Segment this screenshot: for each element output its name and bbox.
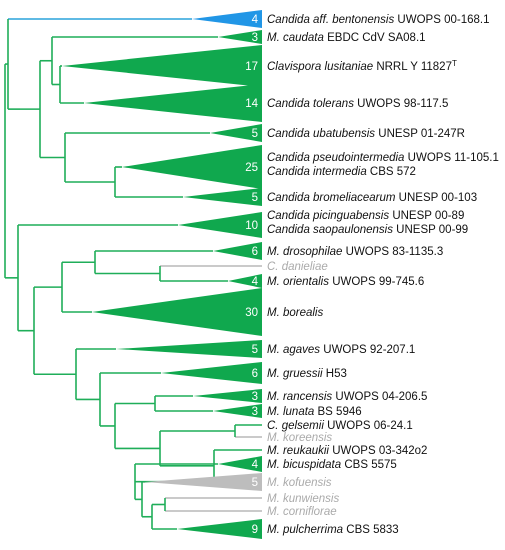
clade-count-t13: 5 bbox=[252, 344, 258, 356]
tip-label-t3: Clavispora lusitaniae NRRL Y 11827T bbox=[267, 59, 457, 74]
tip-label-t21: M. kofuensis bbox=[267, 477, 332, 489]
tip-labels: Candida aff. bentonensis UWOPS 00-168.1 M… bbox=[267, 14, 499, 536]
clade-t5 bbox=[210, 124, 262, 142]
tip-label-t8-b: Candida saopaulonensis UNESP 00-99 bbox=[267, 224, 468, 236]
tip-label-t9: M. drosophilae UWOPS 83-1135.3 bbox=[267, 246, 443, 258]
clade-t7 bbox=[183, 188, 262, 206]
clade-count-t16: 3 bbox=[252, 406, 258, 418]
clade-count-t21: 5 bbox=[252, 477, 258, 489]
clade-t8 bbox=[178, 212, 262, 238]
tip-label-t10: C. danieliae bbox=[267, 261, 328, 273]
tip-label-t13: M. agaves UWOPS 92-207.1 bbox=[267, 344, 415, 356]
clade-t12 bbox=[92, 288, 262, 336]
clade-count-t3: 17 bbox=[245, 61, 258, 73]
clade-t13 bbox=[116, 340, 262, 358]
clade-count-t12: 30 bbox=[245, 307, 258, 319]
clade-count-t1: 4 bbox=[252, 14, 259, 26]
clade-t21 bbox=[145, 473, 262, 491]
clade-count-t24: 9 bbox=[252, 524, 258, 536]
tip-label-t6-b: Candida intermedia CBS 572 bbox=[267, 166, 416, 178]
clade-t14 bbox=[161, 362, 262, 384]
tip-label-t16: M. lunata BS 5946 bbox=[267, 406, 362, 418]
clade-count-t9: 6 bbox=[252, 246, 258, 258]
tip-label-t11: M. orientalis UWOPS 99-745.6 bbox=[267, 276, 424, 288]
clade-t6 bbox=[122, 145, 262, 189]
tip-label-t17: C. gelsemii UWOPS 06-24.1 bbox=[267, 420, 413, 432]
clade-count-t6: 25 bbox=[245, 162, 258, 174]
tip-label-t19: M. reukaukii UWOPS 03-342o2 bbox=[267, 445, 427, 457]
clade-t1 bbox=[192, 10, 262, 28]
tip-label-t23: M. corniflorae bbox=[267, 506, 337, 518]
tip-label-t5: Candida ubatubensis UNESP 01-247R bbox=[267, 128, 465, 140]
clade-t2 bbox=[218, 30, 262, 44]
tip-label-t8: Candida picinguabensis UNESP 00-89 bbox=[267, 210, 464, 222]
tip-label-t22: M. kunwiensis bbox=[267, 493, 339, 505]
tip-label-t20: M. bicuspidata CBS 5575 bbox=[267, 459, 397, 471]
clade-count-t7: 5 bbox=[252, 192, 258, 204]
clade-t24 bbox=[177, 519, 262, 539]
clade-count-t11: 4 bbox=[252, 276, 259, 288]
tip-label-t6: Candida pseudointermedia UWOPS 11-105.1 bbox=[267, 152, 499, 164]
tip-label-t1: Candida aff. bentonensis UWOPS 00-168.1 bbox=[267, 14, 489, 26]
clade-count-t20: 4 bbox=[252, 459, 259, 471]
clade-t3 bbox=[62, 45, 262, 87]
tip-label-t4: Candida tolerans UWOPS 98-117.5 bbox=[267, 98, 448, 110]
clade-t9 bbox=[213, 242, 262, 260]
tip-label-t24: M. pulcherrima CBS 5833 bbox=[267, 524, 399, 536]
tree-branches bbox=[4, 18, 262, 530]
clade-t16 bbox=[213, 404, 262, 418]
tip-label-t18: M. koreensis bbox=[267, 432, 332, 444]
clade-t11 bbox=[228, 274, 262, 288]
tip-label-t12: M. borealis bbox=[267, 307, 323, 319]
clade-count-t5: 5 bbox=[252, 128, 258, 140]
clade-count-t14: 6 bbox=[252, 368, 258, 380]
clade-count-t2: 3 bbox=[252, 32, 258, 44]
clade-t4 bbox=[84, 84, 262, 122]
clade-count-t8: 10 bbox=[245, 220, 258, 232]
tip-label-t2: M. caudata EBDC CdV SA08.1 bbox=[267, 32, 426, 44]
tip-label-t14: M. gruessii H53 bbox=[267, 368, 347, 380]
tip-label-t15: M. rancensis UWOPS 04-206.5 bbox=[267, 391, 427, 403]
clade-count-t4: 14 bbox=[245, 98, 258, 110]
clade-t15 bbox=[193, 389, 262, 403]
tip-label-t7: Candida bromeliacearum UNESP 00-103 bbox=[267, 192, 477, 204]
clade-count-t15: 3 bbox=[252, 391, 258, 403]
clade-t20 bbox=[218, 456, 262, 472]
